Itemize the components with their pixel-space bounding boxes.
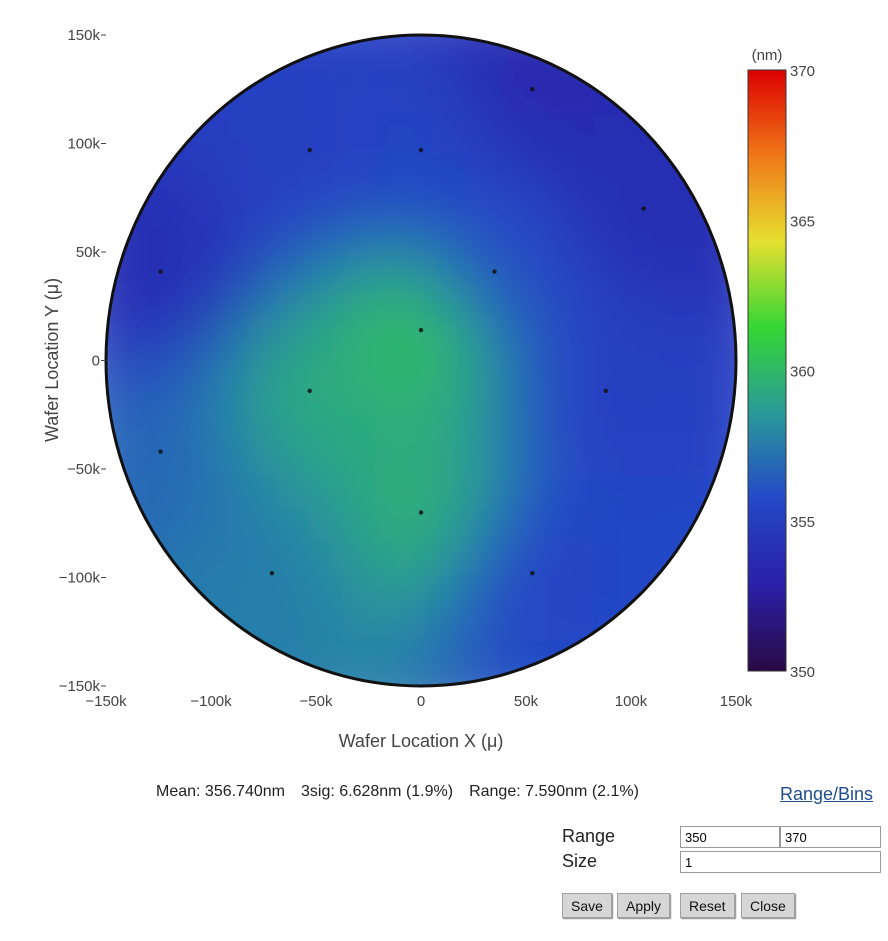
y-tick-label: 50k <box>76 244 101 261</box>
colorbar-title: (nm) <box>752 47 783 64</box>
measurement-point <box>418 327 424 333</box>
measurement-point <box>530 570 535 576</box>
x-tick-label: 150k <box>720 693 753 710</box>
range-label: Range <box>562 826 616 846</box>
measurement-point <box>418 147 424 153</box>
measurement-point <box>158 269 163 274</box>
measurement-point <box>418 510 424 515</box>
close-button[interactable]: Close <box>741 893 795 918</box>
size-input[interactable] <box>680 851 881 873</box>
x-tick-label: −150k <box>85 693 127 710</box>
range-bins-link[interactable]: Range/Bins <box>780 784 874 804</box>
colorbar-tick-label: 365 <box>790 213 815 230</box>
save-button[interactable]: Save <box>562 893 612 918</box>
y-tick-label: −150k <box>59 678 101 695</box>
reset-button[interactable]: Reset <box>680 893 735 918</box>
stat-range: Range: 7.590nm (2.1%) <box>469 783 639 800</box>
stat-3sig: 3sig: 6.628nm (1.9%) <box>300 783 454 800</box>
y-axis-title: Wafer Location Y (μ) <box>42 278 62 442</box>
x-tick-label: 50k <box>514 693 539 710</box>
measurement-point <box>641 206 646 211</box>
colorbar-tick-label: 350 <box>790 664 815 681</box>
stat-mean: Mean: 356.740nm <box>156 783 285 800</box>
colorbar-tick-label: 360 <box>790 364 815 381</box>
wafer-map-chart: −150k −100k −50k 0 50k 100k 150k 150k 100k 50k 0 −5… <box>42 27 815 751</box>
x-axis-title: Wafer Location X (μ) <box>339 731 504 751</box>
wafer-heat-field <box>106 35 736 686</box>
measurement-point <box>307 388 312 394</box>
colorbar <box>747 69 787 672</box>
measurement-point <box>530 87 535 92</box>
x-tick-label: −100k <box>190 693 232 710</box>
measurement-point <box>492 269 497 274</box>
range-min-input[interactable] <box>680 826 780 848</box>
measurement-point <box>158 449 163 454</box>
x-tick-label: 100k <box>615 693 648 710</box>
size-label: Size <box>562 851 598 871</box>
measurement-point <box>307 147 312 153</box>
y-tick-label: −50k <box>67 461 100 478</box>
colorbar-tick-label: 355 <box>790 514 815 531</box>
measurement-point <box>269 570 275 576</box>
apply-button[interactable]: Apply <box>617 893 671 918</box>
y-tick-label: 0 <box>92 353 100 370</box>
y-tick-label: 150k <box>67 27 100 44</box>
x-tick-label: −50k <box>300 693 333 710</box>
measurement-point <box>603 388 608 394</box>
y-tick-label: 100k <box>67 136 100 153</box>
stats-summary: Mean: 356.740nm 3sig: 6.628nm (1.9%) Range… <box>156 783 655 801</box>
range-max-input[interactable] <box>780 826 881 848</box>
colorbar-tick-label: 370 <box>790 63 815 80</box>
x-tick-label: 0 <box>417 693 425 710</box>
y-tick-label: −100k <box>59 570 101 587</box>
